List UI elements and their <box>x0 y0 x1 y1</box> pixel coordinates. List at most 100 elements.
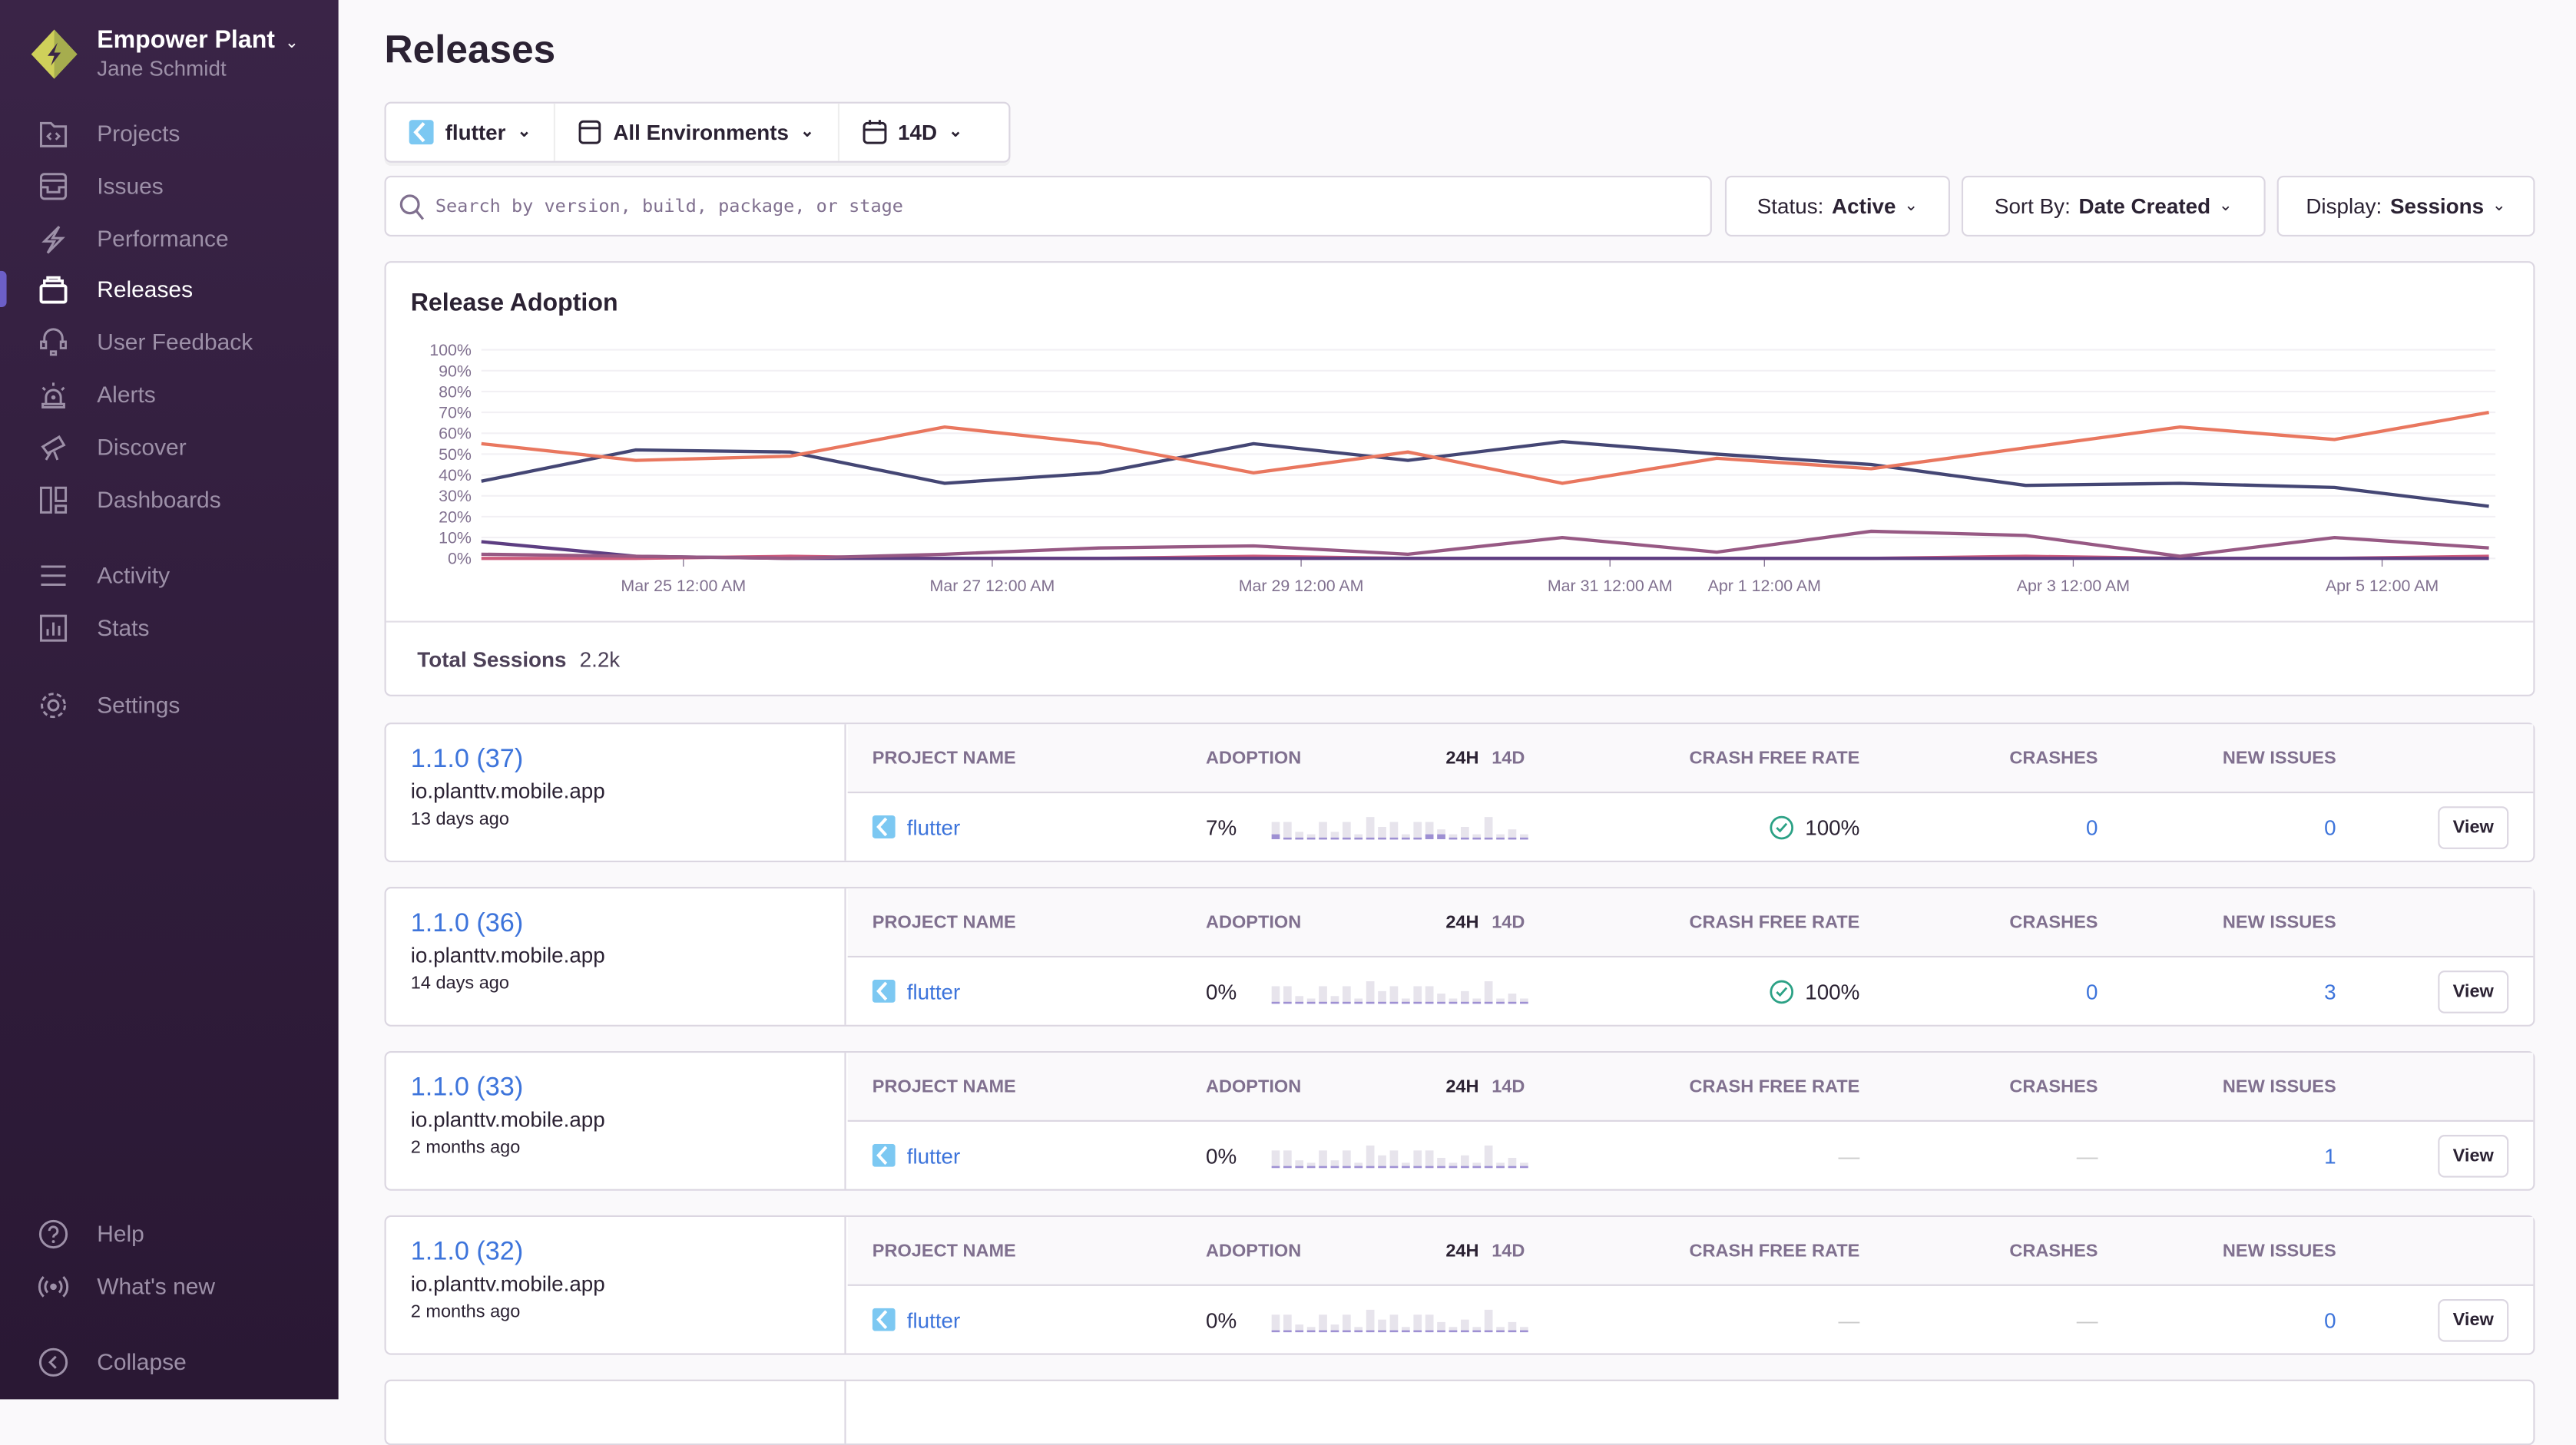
sidebar-item-settings[interactable]: Settings <box>0 682 339 728</box>
sidebar-item-dashboards[interactable]: Dashboards <box>0 476 339 522</box>
sparkline-bar <box>1425 1314 1434 1332</box>
display-dropdown[interactable]: Display: Sessions ⌄ <box>2276 175 2535 237</box>
sparkline-bar <box>1389 986 1399 1004</box>
sparkline-bar <box>1425 986 1434 1004</box>
new-issues-link[interactable]: 3 <box>2324 978 2336 1004</box>
sparkline-base <box>1496 837 1505 840</box>
sparkline-bar <box>1496 1162 1505 1168</box>
sparkline-base <box>1520 837 1528 840</box>
release-version-link[interactable]: 1.1.0 (32) <box>410 1238 524 1267</box>
release-version-link[interactable]: 1.1.0 (33) <box>410 1073 524 1103</box>
sidebar-item-alerts[interactable]: Alerts <box>0 371 339 417</box>
view-release-button[interactable]: View <box>2438 970 2509 1013</box>
sparkline-bar <box>1378 1155 1386 1168</box>
sidebar-item-whats-new[interactable]: What's new <box>0 1263 339 1309</box>
sort-dropdown[interactable]: Sort By: Date Created ⌄ <box>1961 175 2266 237</box>
y-tick-label: 0% <box>448 550 472 568</box>
view-release-button[interactable]: View <box>2438 805 2509 848</box>
sparkline-base <box>1295 1001 1304 1004</box>
y-tick-label: 90% <box>439 362 472 380</box>
view-release-button[interactable]: View <box>2438 1298 2509 1341</box>
header-14d-toggle[interactable]: 14D <box>1492 748 1525 768</box>
sparkline-bar <box>1437 829 1445 840</box>
status-label: Status: <box>1757 193 1824 219</box>
crashes-value[interactable]: 0 <box>2086 814 2098 840</box>
org-switcher[interactable]: Empower Plant ⌄ <box>97 26 299 54</box>
list-icon <box>41 564 66 585</box>
header-new-issues: NEW ISSUES <box>2222 1076 2336 1096</box>
sparkline-base <box>1401 1166 1410 1169</box>
sidebar-item-issues[interactable]: Issues <box>0 163 339 209</box>
adoption-sparkline <box>1271 817 1528 840</box>
sidebar-item-user-feedback[interactable]: User Feedback <box>0 319 339 365</box>
period-label: 14D <box>898 120 938 145</box>
project-link[interactable]: flutter <box>872 1308 960 1332</box>
sparkline-base <box>1378 1001 1386 1004</box>
sparkline-bar <box>1484 1309 1493 1332</box>
header-crashes: CRASHES <box>2009 1076 2098 1096</box>
search-placeholder: Search by version, build, package, or st… <box>435 195 903 217</box>
header-new-issues: NEW ISSUES <box>2222 748 2336 768</box>
sidebar-item-releases[interactable]: Releases <box>0 266 339 312</box>
sidebar-item-activity[interactable]: Activity <box>0 552 339 598</box>
new-issues-link[interactable]: 0 <box>2324 1307 2336 1332</box>
org-logo-icon[interactable] <box>30 28 79 80</box>
sort-value: Date Created <box>2078 193 2211 219</box>
header-14d-toggle[interactable]: 14D <box>1492 1076 1525 1096</box>
sparkline-base <box>1472 1330 1482 1333</box>
new-issues-link[interactable]: 1 <box>2324 1142 2336 1168</box>
sparkline-bar <box>1449 998 1458 1004</box>
y-tick-label: 30% <box>439 487 472 505</box>
sparkline-base <box>1330 837 1339 840</box>
project-selector[interactable]: flutter ⌄ <box>386 103 556 161</box>
view-release-button[interactable]: View <box>2438 1133 2509 1177</box>
header-new-issues: NEW ISSUES <box>2222 912 2336 932</box>
collapse-sidebar-button[interactable]: Collapse <box>0 1338 339 1384</box>
sparkline-bar <box>1319 1150 1327 1168</box>
date-range-selector[interactable]: 14D ⌄ <box>839 104 985 161</box>
y-tick-label: 10% <box>439 529 472 547</box>
x-tick-label: Apr 1 12:00 AM <box>1708 577 1821 595</box>
header-24h-toggle[interactable]: 24H <box>1445 1241 1479 1261</box>
total-sessions-value: 2.2k <box>579 646 621 672</box>
header-24h-toggle[interactable]: 24H <box>1445 1076 1479 1096</box>
header-project-name: PROJECT NAME <box>872 748 1016 768</box>
sparkline-base <box>1354 1330 1363 1333</box>
header-14d-toggle[interactable]: 14D <box>1492 1241 1525 1261</box>
sidebar-item-discover[interactable]: Discover <box>0 424 339 470</box>
sparkline-base <box>1271 1330 1280 1333</box>
release-version-link[interactable]: 1.1.0 (36) <box>410 910 524 938</box>
release-version-link[interactable]: 1.1.0 (37) <box>410 746 524 774</box>
crash-free-rate: 100% <box>1769 815 1859 839</box>
status-dropdown[interactable]: Status: Active ⌄ <box>1724 175 1950 237</box>
crash-free-rate: — <box>1839 1308 1860 1332</box>
sparkline-base <box>1449 1166 1458 1169</box>
x-tick-label: Mar 25 12:00 AM <box>621 577 746 595</box>
project-link[interactable]: flutter <box>872 1143 960 1168</box>
header-crashes: CRASHES <box>2009 1241 2098 1261</box>
header-24h-toggle[interactable]: 24H <box>1445 912 1479 932</box>
project-link[interactable]: flutter <box>872 979 960 1004</box>
crash-free-rate: 100% <box>1769 979 1859 1004</box>
header-14d-toggle[interactable]: 14D <box>1492 912 1525 932</box>
sparkline-bar <box>1295 1324 1304 1332</box>
environment-selector[interactable]: All Environments ⌄ <box>555 103 839 161</box>
sparkline-bar <box>1413 1314 1422 1332</box>
sparkline-bar <box>1354 1327 1363 1332</box>
sidebar-item-stats[interactable]: Stats <box>0 604 339 650</box>
sidebar-item-help[interactable]: Help <box>0 1210 339 1256</box>
release-info: 1.1.0 (36) io.planttv.mobile.app 14 days… <box>386 888 846 1025</box>
search-input[interactable]: Search by version, build, package, or st… <box>384 175 1712 237</box>
release-project-row: flutter 0% — — 1 View <box>848 1122 2534 1189</box>
sparkline-bar <box>1460 826 1469 840</box>
x-tick-label: Mar 27 12:00 AM <box>930 577 1055 595</box>
header-24h-toggle[interactable]: 24H <box>1445 748 1479 768</box>
crash-free-value: 100% <box>1805 814 1860 840</box>
crashes-value[interactable]: 0 <box>2086 978 2098 1004</box>
nav-label: Performance <box>97 225 229 252</box>
org-name: Empower Plant <box>97 26 275 55</box>
project-link[interactable]: flutter <box>872 815 960 839</box>
new-issues-link[interactable]: 0 <box>2324 814 2336 840</box>
sidebar-item-performance[interactable]: Performance <box>0 215 339 261</box>
sidebar-item-projects[interactable]: Projects <box>0 110 339 156</box>
